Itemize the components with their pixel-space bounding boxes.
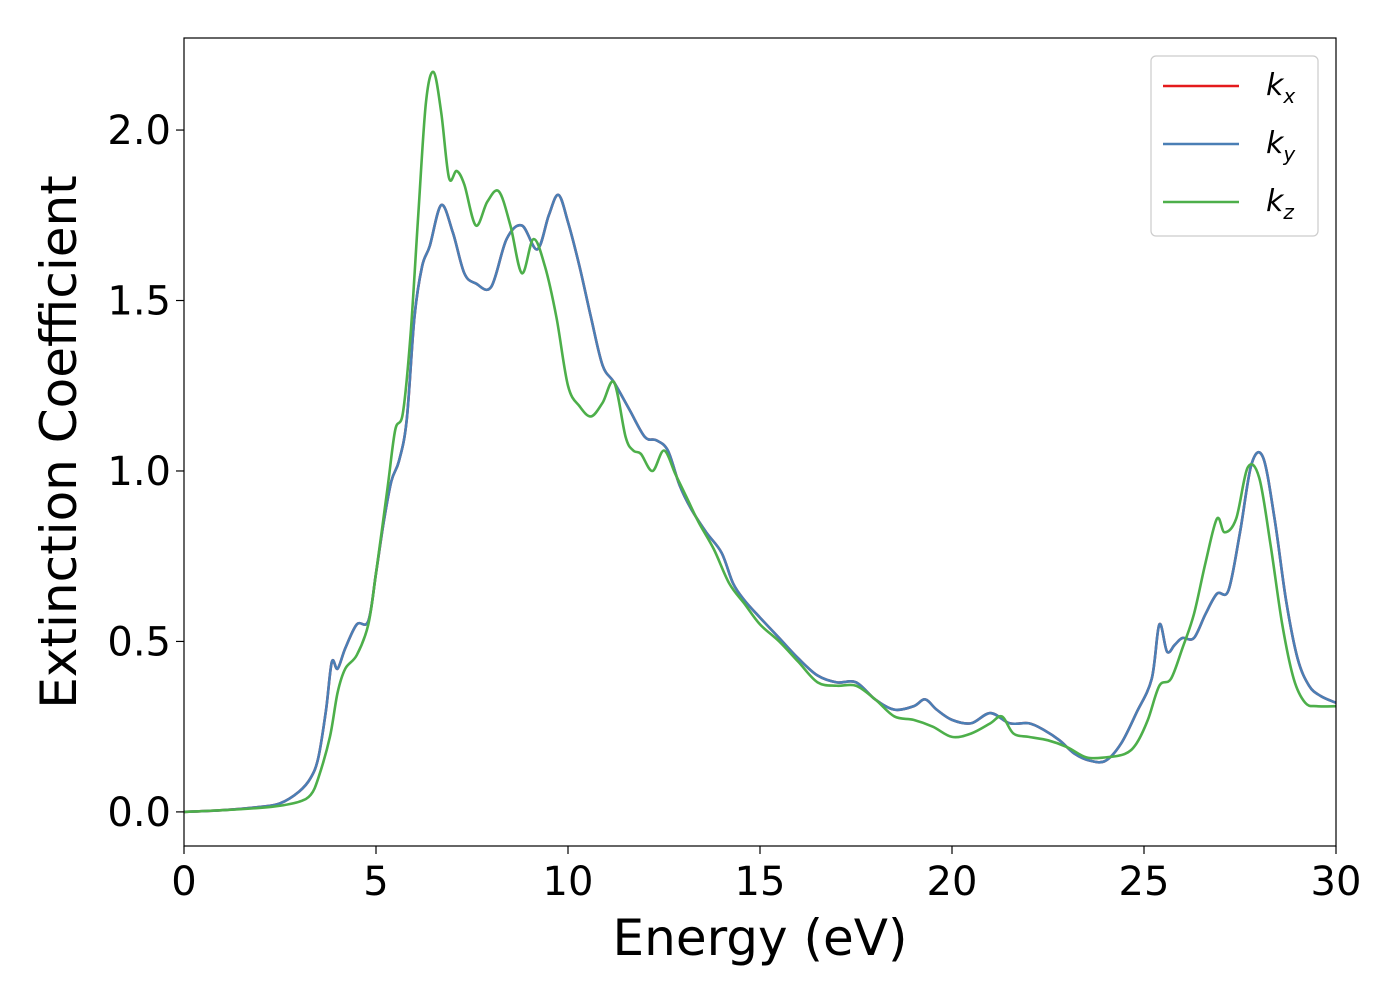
legend-label-subscript: x (1282, 84, 1295, 108)
x-tick-label: 10 (543, 859, 594, 905)
y-tick-label: 2.0 (107, 108, 171, 154)
legend-label-ky: ky (1266, 126, 1296, 166)
x-axis-label: Energy (eV) (613, 909, 908, 967)
legend-label-base: k (1266, 184, 1285, 219)
series-layer (184, 70, 1336, 814)
legend-label-kx: kx (1266, 68, 1295, 108)
x-tick-label: 5 (363, 859, 388, 905)
x-tick-label: 15 (735, 859, 786, 905)
y-tick-label: 0.5 (107, 619, 171, 665)
legend-label-kz: kz (1266, 184, 1294, 224)
x-tick-label: 25 (1119, 859, 1170, 905)
legend-label-base: k (1266, 68, 1285, 103)
x-tick-label: 30 (1311, 859, 1362, 905)
series-line-kz (184, 70, 1336, 814)
legend-label-base: k (1266, 126, 1285, 161)
series-line-ky (184, 193, 1336, 814)
y-axis: 0.0 0.5 1.0 1.5 2.0 (107, 108, 184, 836)
y-tick-label: 1.5 (107, 279, 171, 325)
x-tick-label: 20 (927, 859, 978, 905)
y-axis-label: Extinction Coefficient (30, 175, 88, 709)
y-tick-label: 0.0 (107, 790, 171, 836)
legend-box (1150, 55, 1319, 237)
y-tick-label: 1.0 (107, 449, 171, 495)
legend-label-subscript: z (1282, 200, 1294, 224)
x-axis: 0 5 10 15 20 25 30 (171, 846, 1361, 905)
legend-label-subscript: y (1282, 142, 1296, 166)
x-tick-label: 0 (171, 859, 196, 905)
